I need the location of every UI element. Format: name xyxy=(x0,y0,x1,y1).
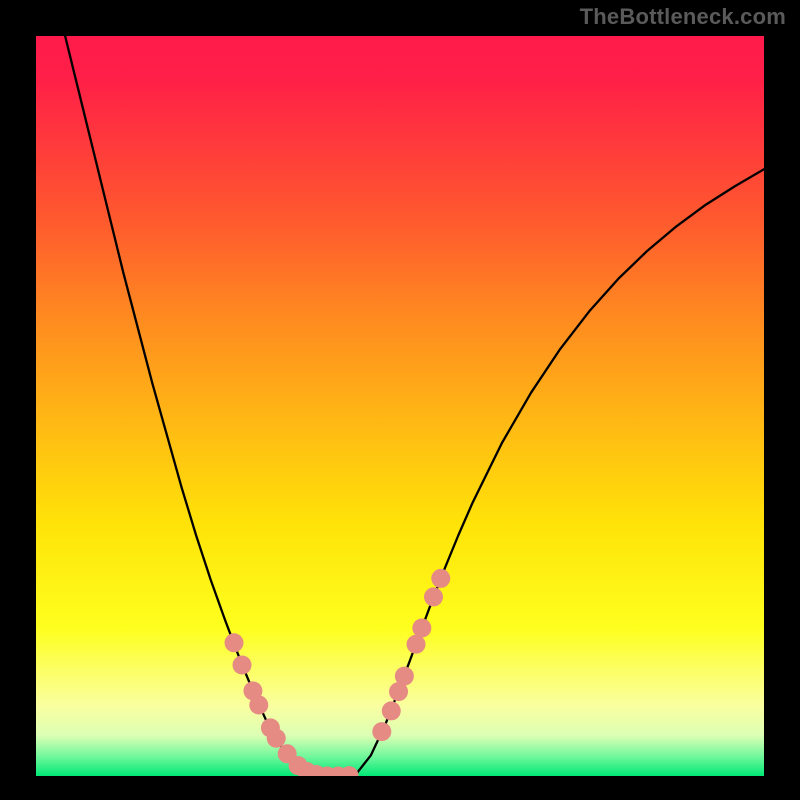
data-marker xyxy=(233,656,252,675)
data-marker xyxy=(249,695,268,714)
watermark-text: TheBottleneck.com xyxy=(580,4,786,30)
curves-layer xyxy=(36,36,764,776)
chart-frame: TheBottleneck.com xyxy=(0,0,800,800)
data-marker xyxy=(225,633,244,652)
plot-area xyxy=(36,36,764,776)
data-marker xyxy=(407,635,426,654)
data-marker xyxy=(395,667,414,686)
bottleneck-curve xyxy=(65,36,764,776)
data-marker xyxy=(267,729,286,748)
data-marker xyxy=(431,569,450,588)
data-marker xyxy=(424,587,443,606)
data-marker xyxy=(412,619,431,638)
data-marker xyxy=(372,722,391,741)
data-marker xyxy=(382,701,401,720)
